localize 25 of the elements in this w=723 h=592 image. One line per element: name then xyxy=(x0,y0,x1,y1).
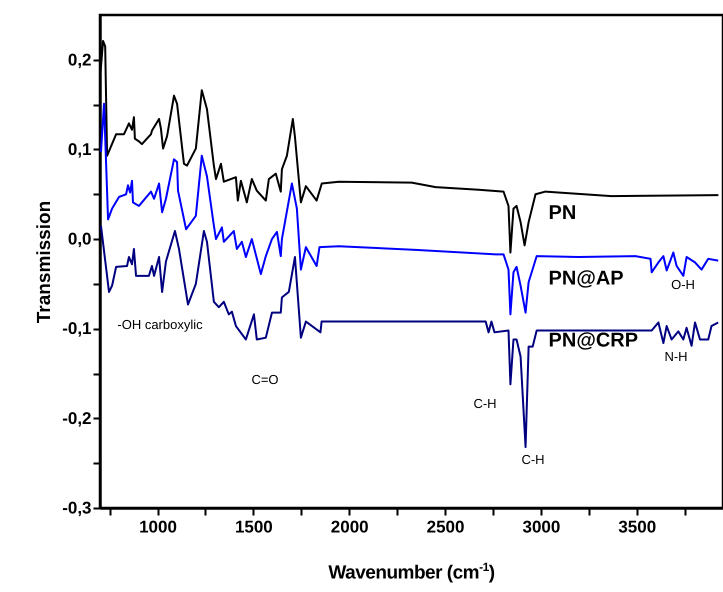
series-label: PN xyxy=(548,202,576,224)
y-axis-title: Transmission xyxy=(34,200,56,324)
y-tick-label: -0,1 xyxy=(62,319,92,338)
annotation: C-H xyxy=(473,396,497,411)
x-tick-label: 2000 xyxy=(330,518,369,536)
x-tick-label: 2500 xyxy=(426,518,464,536)
y-tick-label: 0,0 xyxy=(68,230,92,249)
line-series xyxy=(100,224,720,448)
x-tick-label: 3000 xyxy=(522,518,560,536)
y-tick-label: 0,2 xyxy=(68,50,92,70)
x-axis-title: Wavenumber (cm$^{-1}$) xyxy=(327,560,496,584)
series-label: PN@CRP xyxy=(548,329,638,352)
annotation: O-H xyxy=(671,277,695,292)
x-tick-label: 1000 xyxy=(139,518,177,536)
annotation: C-H xyxy=(521,452,545,467)
x-tick-label: 1500 xyxy=(234,518,273,536)
y-tick-label: 0,1 xyxy=(68,140,92,159)
annotation: C=O xyxy=(251,372,279,387)
y-tick-label: -0,2 xyxy=(62,408,92,428)
annotation: -OH carboxylic xyxy=(117,317,204,332)
series-label: PN@AP xyxy=(548,268,624,290)
annotation: N-H xyxy=(664,349,688,364)
line-series xyxy=(100,102,720,316)
x-tick-label: 3500 xyxy=(618,518,656,536)
y-tick-label: -0,3 xyxy=(62,498,92,518)
